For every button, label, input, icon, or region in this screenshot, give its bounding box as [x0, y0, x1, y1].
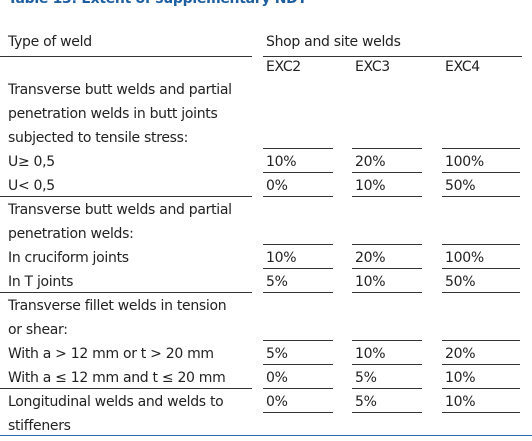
cell-rule [263, 268, 333, 269]
row-label: Transverse butt welds and partial [8, 202, 232, 218]
header-rule [263, 56, 522, 57]
column-header: EXC4 [445, 59, 480, 75]
cell-value: 0% [266, 394, 288, 410]
cell-value: 0% [266, 370, 288, 386]
row-label: penetration welds: [8, 226, 134, 242]
bottom-rule [0, 435, 532, 436]
row-label: U≥ 0,5 [8, 154, 55, 170]
row-label: or shear: [8, 322, 68, 338]
cell-rule [352, 292, 422, 293]
cell-value: 10% [445, 394, 476, 410]
row-label: U< 0,5 [8, 178, 55, 194]
cell-rule [263, 172, 333, 173]
cell-rule [352, 364, 422, 365]
cell-rule [263, 196, 333, 197]
cell-rule [442, 340, 520, 341]
row-label: penetration welds in butt joints [8, 106, 218, 122]
cell-rule [263, 364, 333, 365]
row-label: stiffeners [8, 418, 71, 434]
cell-value: 10% [266, 250, 297, 266]
cell-rule [263, 244, 333, 245]
column-header: Type of weld [8, 34, 92, 50]
column-header: EXC3 [355, 59, 390, 75]
table-title: Table 13: Extent of supplementary NDT [8, 0, 307, 9]
cell-value: 5% [355, 394, 377, 410]
cell-rule [352, 172, 422, 173]
cell-rule [263, 340, 333, 341]
cell-rule [352, 244, 422, 245]
cell-rule [442, 268, 520, 269]
row-label: Longitudinal welds and welds to [8, 394, 224, 410]
row-label: Transverse butt welds and partial [8, 82, 232, 98]
row-label: Transverse fillet welds in tension [8, 298, 227, 314]
cell-value: 20% [445, 346, 476, 362]
cell-rule [352, 196, 422, 197]
cell-rule [442, 244, 520, 245]
cell-value: 5% [266, 346, 288, 362]
row-label: In T joints [8, 274, 74, 290]
cell-value: 20% [355, 250, 386, 266]
column-header: EXC2 [266, 59, 301, 75]
cell-rule [442, 388, 520, 389]
cell-value: 10% [355, 178, 386, 194]
cell-rule [352, 148, 422, 149]
cell-value: 10% [266, 154, 297, 170]
cell-rule [352, 268, 422, 269]
cell-value: 5% [355, 370, 377, 386]
row-label: In cruciform joints [8, 250, 129, 266]
cell-value: 50% [445, 178, 476, 194]
cell-rule [442, 172, 520, 173]
group-header: Shop and site welds [266, 34, 401, 50]
group-rule [0, 196, 252, 197]
header-rule [0, 56, 252, 57]
cell-value: 100% [445, 154, 484, 170]
cell-rule [352, 340, 422, 341]
cell-value: 0% [266, 178, 288, 194]
cell-value: 10% [355, 274, 386, 290]
cell-value: 20% [355, 154, 386, 170]
cell-rule [352, 388, 422, 389]
row-label: subjected to tensile stress: [8, 130, 189, 146]
cell-value: 5% [266, 274, 288, 290]
cell-rule [442, 364, 520, 365]
cell-value: 50% [445, 274, 476, 290]
group-rule [0, 388, 252, 389]
group-rule [0, 292, 252, 293]
cell-rule [442, 412, 520, 413]
cell-value: 10% [355, 346, 386, 362]
cell-rule [442, 148, 520, 149]
cell-value: 10% [445, 370, 476, 386]
cell-rule [263, 292, 333, 293]
cell-rule [442, 292, 520, 293]
row-label: With a > 12 mm or t > 20 mm [8, 346, 214, 362]
row-label: With a ≤ 12 mm and t ≤ 20 mm [8, 370, 226, 386]
cell-rule [442, 196, 520, 197]
cell-rule [352, 412, 422, 413]
cell-rule [263, 412, 333, 413]
cell-rule [263, 388, 333, 389]
cell-value: 100% [445, 250, 484, 266]
cell-rule [263, 148, 333, 149]
